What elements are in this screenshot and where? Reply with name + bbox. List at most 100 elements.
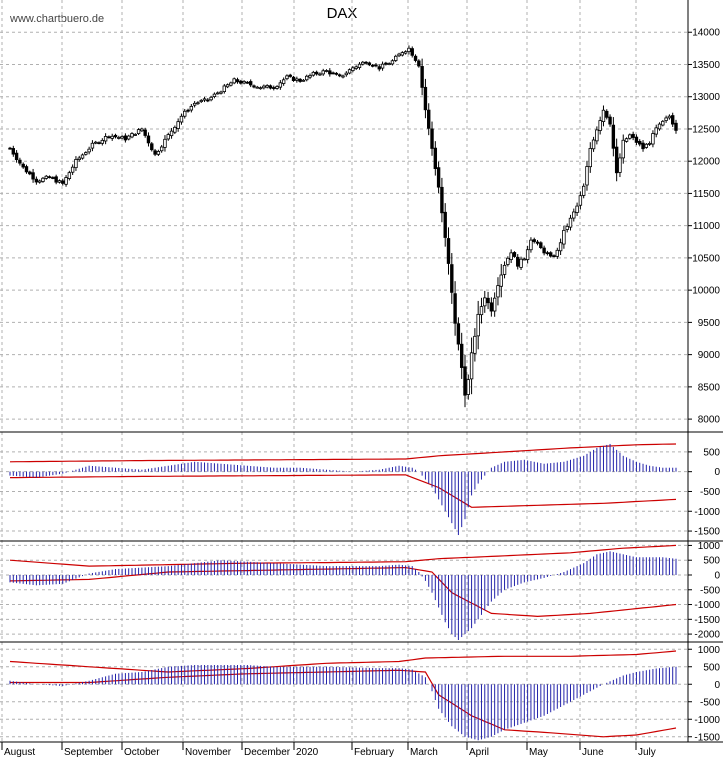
candle-body bbox=[605, 110, 609, 118]
candle bbox=[166, 132, 170, 141]
candle-body bbox=[354, 66, 358, 69]
tick-label: 8500 bbox=[698, 382, 721, 393]
candle bbox=[657, 122, 662, 131]
tick-label: -2000 bbox=[694, 630, 720, 641]
candle-body bbox=[407, 47, 411, 53]
candle-body bbox=[166, 134, 170, 140]
tick-label: 500 bbox=[703, 556, 720, 567]
candle bbox=[463, 354, 467, 408]
candle-body bbox=[173, 126, 177, 133]
candle-body bbox=[41, 177, 45, 182]
candle-body bbox=[394, 55, 398, 61]
month-label: March bbox=[410, 747, 438, 758]
candle bbox=[641, 140, 645, 152]
candle bbox=[667, 114, 672, 120]
candle bbox=[532, 237, 536, 244]
candle-body bbox=[657, 123, 662, 130]
candle-body bbox=[351, 67, 355, 71]
candle-body bbox=[463, 366, 467, 396]
candle-body bbox=[671, 115, 675, 125]
candle-body bbox=[469, 352, 474, 380]
candle bbox=[159, 144, 164, 153]
candle-body bbox=[123, 135, 128, 141]
candle-body bbox=[94, 141, 98, 144]
candle-body bbox=[420, 66, 424, 88]
tick-label: 0 bbox=[714, 570, 720, 581]
candle bbox=[512, 251, 517, 258]
candle-body bbox=[522, 258, 527, 261]
candle bbox=[370, 63, 375, 68]
tick-label: -1500 bbox=[694, 732, 720, 743]
candle-body bbox=[199, 100, 203, 103]
candle-body bbox=[413, 55, 418, 61]
candle-body bbox=[265, 85, 269, 88]
candle bbox=[443, 203, 447, 247]
candle bbox=[450, 253, 454, 304]
candle bbox=[575, 202, 579, 217]
candle bbox=[291, 75, 296, 82]
candle-body bbox=[133, 134, 137, 136]
candle-body bbox=[492, 297, 497, 312]
candle bbox=[34, 176, 39, 185]
tick-label: 13000 bbox=[692, 92, 720, 103]
candle-body bbox=[476, 313, 480, 337]
candle-body bbox=[51, 177, 55, 179]
candle bbox=[614, 138, 619, 182]
candle-body bbox=[621, 139, 625, 159]
candle-body bbox=[90, 142, 95, 149]
candle-body bbox=[436, 167, 441, 188]
candle-body bbox=[618, 157, 622, 173]
tick-label: 0 bbox=[714, 467, 720, 478]
candle bbox=[120, 135, 124, 140]
candle bbox=[403, 50, 408, 55]
candle-body bbox=[245, 81, 250, 84]
candle-body bbox=[446, 238, 451, 264]
candle bbox=[525, 245, 530, 264]
candle-body bbox=[255, 86, 259, 89]
tick-label: 14000 bbox=[692, 28, 720, 39]
candle bbox=[581, 183, 586, 199]
candle bbox=[400, 51, 405, 57]
candle-body bbox=[216, 92, 220, 95]
candle bbox=[598, 116, 602, 135]
candle-body bbox=[321, 70, 325, 75]
candle bbox=[542, 245, 546, 256]
candle-body bbox=[417, 60, 421, 67]
candle bbox=[552, 254, 556, 258]
month-label: August bbox=[4, 747, 35, 758]
candle bbox=[262, 84, 266, 90]
candle-body bbox=[611, 124, 616, 149]
candle bbox=[338, 73, 342, 78]
candle bbox=[341, 74, 345, 79]
candle-body bbox=[581, 185, 586, 196]
candle-body bbox=[156, 151, 161, 155]
candle-body bbox=[519, 258, 523, 268]
candle bbox=[74, 156, 78, 171]
candle-body bbox=[24, 166, 29, 173]
candle-body bbox=[100, 139, 105, 144]
candle-body bbox=[176, 121, 180, 129]
candle bbox=[103, 133, 108, 145]
candle-body bbox=[588, 148, 592, 168]
candle-body bbox=[489, 302, 494, 312]
candle bbox=[436, 161, 441, 194]
candle bbox=[549, 251, 553, 258]
candle bbox=[651, 130, 655, 148]
candle-body bbox=[562, 229, 566, 245]
tick-label: 11000 bbox=[693, 221, 721, 232]
candle-body bbox=[364, 61, 368, 64]
candle-body bbox=[598, 120, 602, 131]
candle bbox=[509, 249, 513, 264]
candle bbox=[605, 109, 609, 120]
candle bbox=[202, 96, 207, 103]
candle-body bbox=[239, 80, 243, 84]
candle bbox=[67, 170, 72, 181]
month-label: October bbox=[124, 747, 160, 758]
candle-body bbox=[549, 252, 553, 257]
tick-label: -500 bbox=[700, 487, 720, 498]
candle-body bbox=[539, 242, 543, 248]
candle-body bbox=[252, 85, 256, 88]
upper-band-line bbox=[9, 544, 677, 567]
